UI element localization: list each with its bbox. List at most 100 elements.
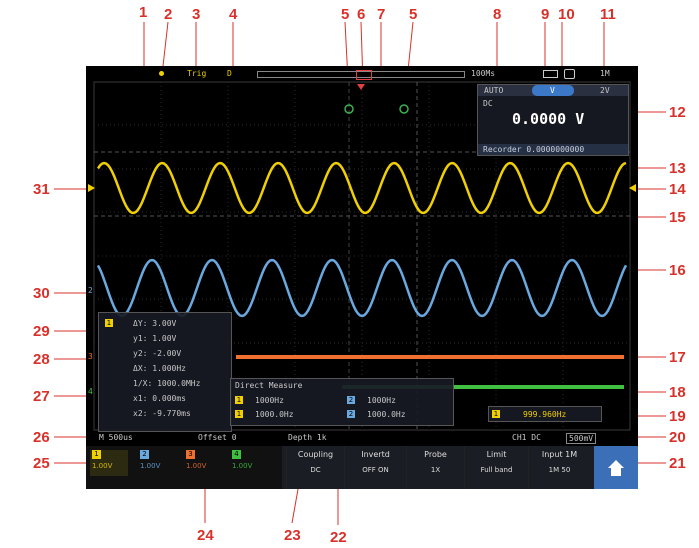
- callout-16: 16: [669, 262, 686, 279]
- callout-13: 13: [669, 160, 686, 177]
- home-icon: [608, 460, 624, 476]
- trigger-panel: AUTO V 2V DC 0.0000 V Recorder 0.0000000…: [477, 84, 629, 156]
- callout-4: 4: [229, 6, 238, 23]
- callout-11: 11: [600, 6, 616, 23]
- callout-25: 25: [33, 455, 50, 472]
- status-channel: CH1 DC: [512, 433, 541, 442]
- measure-4-badge: 2: [347, 410, 355, 418]
- callout-28: 28: [33, 351, 50, 368]
- recorder-bar: Recorder 0.0000000000: [478, 144, 628, 155]
- callout-14: 14: [669, 181, 686, 198]
- channel-2-badge: 2: [140, 450, 149, 459]
- channel-1-scale: 1.00V: [92, 462, 113, 470]
- status-timebase: M 500us: [99, 433, 133, 442]
- top-status-bar: Trig D 100Ms 1M: [86, 66, 638, 81]
- callout-5b: 5: [409, 6, 418, 23]
- trigger-edge: V: [550, 86, 555, 95]
- ch3-side-marker[interactable]: 3: [88, 352, 93, 361]
- coupling-button[interactable]: Coupling DC: [286, 446, 344, 489]
- status-line: M 500us Offset 0 Depth 1k CH1 DC 500mV: [86, 432, 638, 444]
- channel-tab-3[interactable]: 3 1.00V: [186, 450, 206, 470]
- channel-4-scale: 1.00V: [232, 462, 253, 470]
- probe-button-value: 1X: [430, 466, 441, 474]
- channel-tab-4[interactable]: 4 1.00V: [232, 450, 252, 470]
- trig-label: Trig: [187, 69, 207, 78]
- limit-button-label: Limit: [486, 450, 507, 459]
- callout-26: 26: [33, 429, 50, 446]
- time-scale: 100Ms: [471, 69, 496, 78]
- bottom-menu: 1 1.00V 2 1.00V 3 1.00V 4 1.00V Coupling…: [86, 446, 638, 489]
- callout-19: 19: [669, 408, 686, 425]
- callout-18: 18: [669, 384, 686, 401]
- measure-2-badge: 2: [347, 396, 355, 404]
- counter-value: 999.960Hz: [523, 410, 567, 419]
- callout-1: 1: [139, 4, 148, 21]
- sample-depth: 1M: [600, 69, 610, 78]
- trig-mode: D: [227, 69, 232, 78]
- callout-22: 22: [330, 529, 347, 546]
- callout-3: 3: [192, 6, 201, 23]
- input-impedance-label: Input 1M: [541, 450, 578, 459]
- limit-button[interactable]: Limit Full band: [464, 446, 528, 489]
- recorder-value: Recorder 0.0000000000: [483, 145, 585, 154]
- ch2-side-marker[interactable]: 2: [88, 286, 93, 295]
- status-offset: Offset 0: [198, 433, 237, 442]
- usb-icon: [564, 69, 575, 79]
- callout-30: 30: [33, 285, 50, 302]
- channel-tab-2[interactable]: 2 1.00V: [140, 450, 160, 470]
- status-scale: 500mV: [566, 433, 597, 444]
- channel-2-scale: 1.00V: [140, 462, 161, 470]
- channel-3-badge: 3: [186, 450, 195, 459]
- invert-button[interactable]: Invertd OFF ON: [344, 446, 406, 489]
- frequency-counter: 1 999.960Hz: [488, 406, 602, 422]
- probe-button[interactable]: Probe 1X: [406, 446, 464, 489]
- ch4-side-marker[interactable]: 4: [88, 387, 93, 396]
- trigger-edge-tab[interactable]: [532, 85, 574, 96]
- trigger-position-marker[interactable]: [357, 84, 365, 90]
- callout-12: 12: [669, 104, 686, 121]
- callout-9: 9: [541, 6, 550, 23]
- callout-8: 8: [493, 6, 502, 23]
- direct-measure-panel: Direct Measure 1 1000Hz 2 1000Hz 1 1000.…: [230, 378, 454, 426]
- limit-button-value: Full band: [480, 466, 513, 474]
- cursor-x2: x2: -9.770ms: [133, 409, 191, 418]
- cursor-panel: 1 ΔY: 3.00V y1: 1.00V y2: -2.00V ΔX: 1.0…: [98, 312, 232, 432]
- callout-17: 17: [669, 349, 686, 366]
- channel-3-scale: 1.00V: [186, 462, 207, 470]
- callout-21: 21: [669, 455, 686, 472]
- measure-1-badge: 1: [235, 396, 243, 404]
- trigger-level-marker[interactable]: [629, 184, 636, 192]
- measure-header: Direct Measure: [235, 381, 303, 390]
- home-button[interactable]: [594, 446, 638, 489]
- cursor-channel-badge: 1: [105, 319, 113, 327]
- memory-position-bar[interactable]: [257, 70, 465, 80]
- channel-1-badge: 1: [92, 450, 101, 459]
- counter-badge: 1: [492, 410, 500, 418]
- callout-27: 27: [33, 388, 50, 405]
- trigger-mode-bar[interactable]: AUTO V 2V: [478, 85, 628, 96]
- callout-24: 24: [197, 527, 214, 544]
- oscilloscope-screen: Trig D 100Ms 1M AUTO V 2V DC 0.0000 V Re…: [86, 66, 638, 489]
- measure-3-value: 1000.0Hz: [255, 410, 294, 419]
- cursor-y1: y1: 1.00V: [133, 334, 177, 343]
- callout-10: 10: [558, 6, 575, 23]
- input-impedance-button[interactable]: Input 1M 1M 50: [528, 446, 590, 489]
- callout-2: 2: [164, 6, 173, 23]
- input-impedance-value: 1M 50: [548, 466, 571, 474]
- cursor-x1: x1: 0.000ms: [133, 394, 186, 403]
- channel-tabs: 1 1.00V 2 1.00V 3 1.00V 4 1.00V: [86, 446, 282, 489]
- coupling-button-value: DC: [310, 466, 321, 474]
- channel-tab-1[interactable]: 1 1.00V: [90, 450, 129, 476]
- cursor-inverse-x: 1/X: 1000.0MHz: [133, 379, 201, 388]
- waveform-grid: [88, 81, 636, 431]
- callout-23: 23: [284, 527, 301, 544]
- ch1-marker[interactable]: [88, 184, 95, 192]
- callout-6: 6: [357, 6, 366, 23]
- cursor-delta-x: ΔX: 1.000Hz: [133, 364, 186, 373]
- callout-29: 29: [33, 323, 50, 340]
- battery-icon: [543, 70, 558, 78]
- measure-3-badge: 1: [235, 410, 243, 418]
- trigger-level: 2V: [600, 86, 610, 95]
- cursor-delta-y: ΔY: 3.00V: [133, 319, 177, 328]
- callout-15: 15: [669, 209, 686, 226]
